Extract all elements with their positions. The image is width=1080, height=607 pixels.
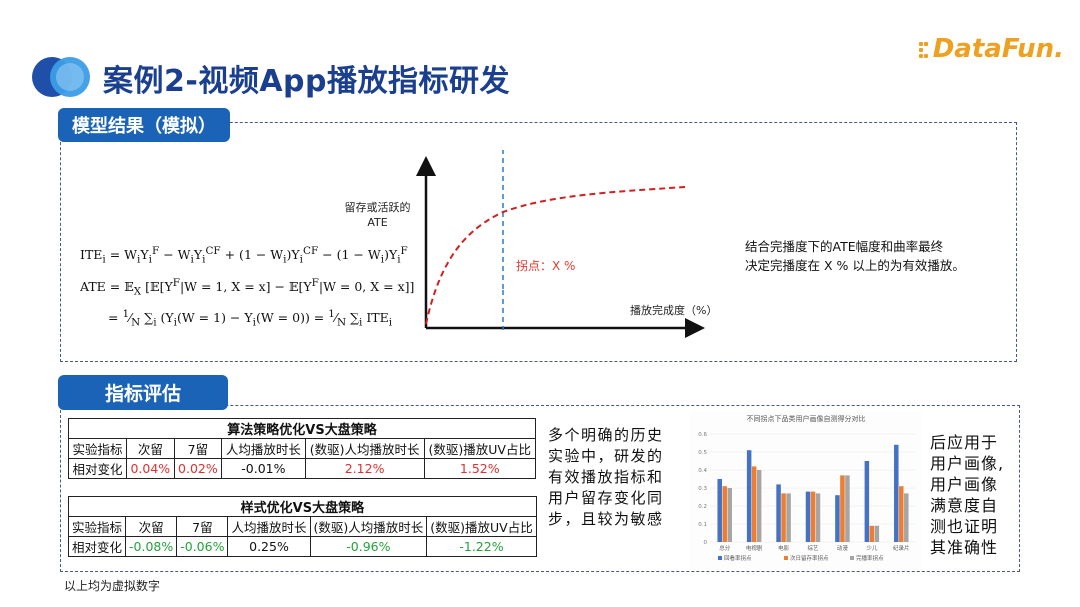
table-cell: 1.52% — [423, 458, 537, 479]
bar-next-day — [810, 491, 816, 542]
model-result-tag: 模型结果（模拟） — [58, 108, 230, 142]
footnote: 以上均为虚拟数字 — [64, 579, 161, 593]
bar-next-day — [840, 475, 845, 542]
style-strategy-table: 样式优化VS大盘策略 实验指标 次留 7留 人均播放时长 (数驱)人均播放时长 … — [67, 496, 537, 557]
y-tick-label: 0.6 — [698, 432, 707, 438]
eval-note-middle: 多个明确的历史实验中，研发的有效播放指标和用户留存变化同步，且较为敏感 — [548, 426, 664, 528]
legend-label: 次日留存率拐点 — [790, 554, 829, 562]
legend-label: 回看率拐点 — [724, 554, 752, 562]
bar-rewatch — [805, 491, 811, 542]
table-header: 7留 — [173, 438, 223, 459]
bar-rewatch — [835, 495, 840, 542]
formula-line-ate: ATE = 𝔼X [𝔼[YF|W = 1, X = x] − 𝔼[YF|W = … — [80, 276, 415, 298]
ate-formula: ITEi = WiYiF − WiYiCF + (1 − Wi)YiCF − (… — [80, 240, 415, 335]
title-bullet-icon — [32, 57, 92, 97]
bar-rewatch — [746, 450, 752, 542]
row-label: 相对变化 — [67, 536, 127, 557]
logo-text: DataFun. — [932, 34, 1064, 64]
y-tick-label: 0 — [704, 540, 708, 546]
page-title: 案例2-视频App播放指标研发 — [103, 64, 510, 99]
model-conclusion: 结合完播度下的ATE幅度和曲率最终 决定完播度在 X % 以上的为有效播放。 — [745, 237, 965, 275]
bar-next-day — [751, 466, 757, 542]
bar-rewatch — [894, 444, 899, 542]
algorithm-strategy-table: 算法策略优化VS大盘策略 实验指标 次留 7留 人均播放时长 (数驱)人均播放时… — [67, 418, 537, 479]
eval-note-right: 后应用于用户画像,用户画像满意度自测也证明其准确性 — [930, 433, 1005, 557]
x-tick-label: 综艺 — [807, 544, 819, 552]
x-tick-label: 总分 — [719, 544, 731, 552]
ate-curve-chart — [416, 150, 705, 338]
table-header: 人均播放时长 — [227, 516, 311, 537]
model-result-section — [60, 122, 1017, 362]
profile-score-chart-svg: 0.6 0.5 0.4 0.3 0.2 0.1 0 总分 电视剧 电影 综艺 动漫 少儿 纪录片回看率拐点… — [698, 432, 916, 562]
profile-score-chart: 不同拐点下品类用户画像自测得分对比 0.6 0.5 0.4 0.3 0.2 0.1 0 总分 电… — [690, 412, 922, 570]
table-header: 7留 — [176, 516, 229, 537]
bar-completion — [874, 525, 880, 542]
table-cell: -0.08% — [125, 536, 178, 557]
kink-label: 拐点：X % — [516, 259, 576, 273]
bar-rewatch — [776, 484, 781, 542]
bar-next-day — [869, 525, 875, 542]
table-header: 次留 — [126, 438, 175, 459]
model-conclusion-line1: 结合完播度下的ATE幅度和曲率最终 — [745, 239, 944, 254]
x-tick-label: 纪录片 — [893, 544, 910, 552]
bar-rewatch — [864, 461, 870, 542]
table-cell: 0.02% — [173, 458, 223, 479]
table-cell: 0.25% — [227, 536, 311, 557]
table-header: 实验指标 — [67, 516, 127, 537]
bar-completion — [727, 488, 732, 542]
x-tick-label: 少儿 — [866, 545, 878, 552]
metric-eval-tag: 指标评估 — [58, 375, 228, 410]
bar-completion — [786, 493, 791, 542]
table-header: 次留 — [125, 516, 178, 537]
table-header: (数驱)人均播放时长 — [304, 438, 425, 459]
bar-completion — [904, 493, 909, 542]
table-cell: -0.01% — [221, 458, 306, 479]
bar-completion — [815, 493, 821, 542]
y-axis-label: 留存或活跃的 ATE — [330, 200, 425, 230]
legend-label: 完播率拐点 — [856, 554, 884, 562]
table-cell: -0.06% — [176, 536, 229, 557]
table-caption: 样式优化VS大盘策略 — [68, 496, 537, 517]
model-conclusion-line2: 决定完播度在 X % 以上的为有效播放。 — [745, 258, 965, 273]
table-header: 实验指标 — [67, 438, 128, 459]
table-header: (数驱)播放UV占比 — [423, 438, 537, 459]
y-tick-label: 0.2 — [698, 504, 707, 510]
bar-next-day — [722, 486, 727, 542]
formula-line-sum: = 1⁄N ∑i (Yi(W = 1) − Yi(W = 0)) = 1⁄N ∑… — [108, 308, 393, 329]
table-cell: 0.04% — [126, 458, 175, 479]
y-axis-label-line1: 留存或活跃的 — [344, 201, 411, 214]
logo-dots-icon — [918, 40, 931, 58]
ate-curve — [425, 186, 686, 325]
y-axis-label-line2: ATE — [367, 216, 388, 229]
x-axis-label: 播放完成度（%） — [630, 304, 718, 317]
bar-completion — [845, 475, 850, 542]
bar-next-day — [899, 486, 904, 542]
table-cell: 2.12% — [304, 458, 425, 479]
table-header: (数驱)播放UV占比 — [426, 516, 537, 537]
formula-line-ite: ITEi = WiYiF − WiYiCF + (1 − Wi)YiCF − (… — [80, 245, 408, 266]
legend-swatch — [718, 556, 722, 560]
table-cell: -1.22% — [426, 536, 537, 557]
legend-swatch — [784, 556, 788, 560]
table-cell: -0.96% — [309, 536, 428, 557]
table-header: 人均播放时长 — [221, 438, 306, 459]
bar-rewatch — [717, 479, 722, 542]
x-tick-label: 动漫 — [837, 544, 849, 552]
y-tick-label: 0.4 — [698, 468, 707, 474]
y-tick-label: 0.5 — [698, 450, 707, 456]
row-label: 相对变化 — [67, 458, 128, 479]
bar-next-day — [781, 493, 786, 542]
x-tick-label: 电影 — [778, 544, 790, 552]
chart-title: 不同拐点下品类用户画像自测得分对比 — [746, 415, 866, 423]
table-header: (数驱)人均播放时长 — [309, 516, 428, 537]
legend-swatch — [850, 556, 854, 560]
y-tick-label: 0.3 — [698, 486, 707, 492]
metric-eval-section — [60, 405, 1020, 572]
y-tick-label: 0.1 — [698, 522, 707, 528]
datafun-logo: DataFun. — [918, 34, 1064, 64]
table-caption: 算法策略优化VS大盘策略 — [68, 418, 536, 439]
bar-completion — [756, 470, 762, 542]
x-tick-label: 电视剧 — [746, 544, 763, 552]
